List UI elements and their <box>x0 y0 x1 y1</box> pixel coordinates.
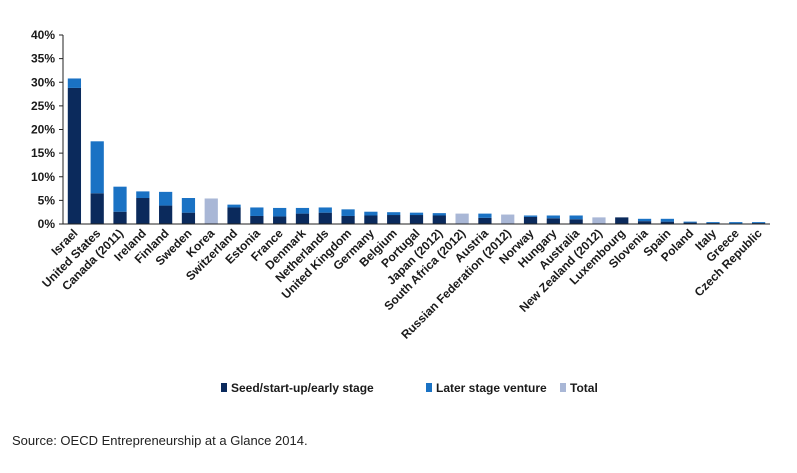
legend-label: Later stage venture <box>436 381 547 395</box>
seed-bar <box>250 215 264 224</box>
seed-bar <box>546 218 560 224</box>
later-stage-bar <box>523 215 538 217</box>
seed-bar <box>159 205 173 224</box>
y-tick-label: 0% <box>38 217 56 231</box>
later-stage-bar <box>318 207 332 213</box>
legend-swatch <box>221 383 227 392</box>
later-stage-bar <box>546 215 560 219</box>
later-stage-bar <box>751 222 766 224</box>
seed-bar <box>364 215 378 224</box>
later-stage-bar <box>67 78 82 88</box>
later-stage-bar <box>569 215 583 220</box>
total-bar <box>592 217 606 224</box>
seed-bar <box>523 216 538 224</box>
later-stage-bar <box>341 209 355 216</box>
later-stage-bar <box>364 211 378 216</box>
later-stage-bar <box>90 141 104 194</box>
later-stage-bar <box>387 212 401 216</box>
seed-bar <box>181 212 196 224</box>
seed-bar <box>432 215 446 224</box>
later-stage-bar <box>432 213 446 216</box>
seed-bar <box>295 213 310 224</box>
y-tick-label: 35% <box>31 52 55 66</box>
legend-label: Seed/start-up/early stage <box>231 381 374 395</box>
total-bar <box>455 213 469 224</box>
later-stage-bar <box>409 212 424 216</box>
later-stage-bar <box>660 218 674 222</box>
seed-bar <box>478 217 492 224</box>
later-stage-bar <box>273 207 287 217</box>
y-tick-label: 5% <box>38 193 56 207</box>
later-stage-bar <box>159 191 173 206</box>
legend-swatch <box>426 383 432 392</box>
source-note: Source: OECD Entrepreneurship at a Glanc… <box>12 433 308 448</box>
later-stage-bar <box>637 218 652 222</box>
y-tick-label: 10% <box>31 170 55 184</box>
y-tick-label: 30% <box>31 75 55 89</box>
bars <box>67 78 766 224</box>
seed-bar <box>273 216 287 224</box>
later-stage-bar <box>706 222 720 224</box>
later-stage-bar <box>181 198 196 213</box>
legend-label: Total <box>570 381 598 395</box>
seed-bar <box>637 221 652 224</box>
legend-swatch <box>560 383 566 392</box>
seed-bar <box>341 215 355 224</box>
seed-bar <box>113 211 127 224</box>
later-stage-bar <box>683 221 697 223</box>
y-tick-label: 20% <box>31 123 55 137</box>
seed-bar <box>67 87 82 224</box>
seed-bar <box>227 207 241 224</box>
seed-bar <box>660 221 674 224</box>
y-axis: 0% 5% 10% 15% 20% 25% 30% 35% 40% <box>31 28 64 231</box>
later-stage-bar <box>136 191 150 199</box>
seed-bar <box>90 193 104 224</box>
total-bar <box>204 198 218 224</box>
seed-bar <box>136 198 150 224</box>
later-stage-bar <box>478 213 492 218</box>
later-stage-bar <box>113 186 127 212</box>
later-stage-bar <box>295 207 310 214</box>
y-tick-label: 15% <box>31 146 55 160</box>
seed-bar <box>615 217 629 224</box>
later-stage-bar <box>250 207 264 216</box>
legend: Seed/start-up/early stage Later stage ven… <box>221 381 598 395</box>
seed-bar <box>569 219 583 224</box>
seed-bar <box>318 212 332 224</box>
seed-bar <box>409 215 424 224</box>
later-stage-bar <box>729 222 743 224</box>
total-bar <box>501 214 515 224</box>
later-stage-bar <box>227 204 241 208</box>
y-tick-label: 25% <box>31 99 55 113</box>
seed-bar <box>683 222 697 224</box>
y-tick-label: 40% <box>31 28 55 42</box>
seed-bar <box>387 215 401 224</box>
